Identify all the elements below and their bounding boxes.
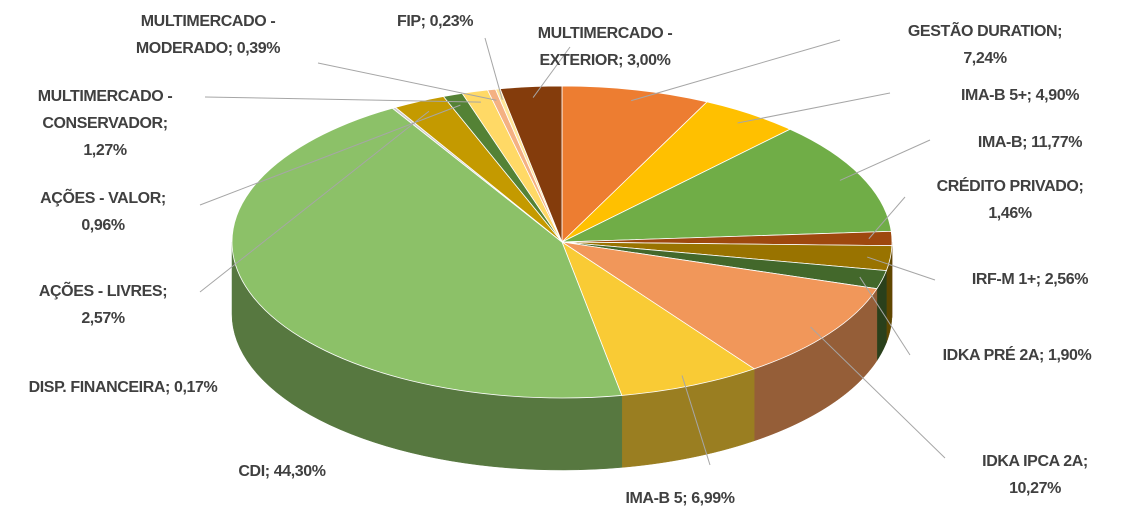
- value-label: 4,90%: [1035, 87, 1080, 104]
- value-label: 1,27%: [83, 142, 127, 159]
- category-label: MULTIMERCADO - CONSERVADOR: [37, 88, 173, 132]
- label-separator: ;: [1082, 453, 1088, 470]
- label-separator: ;: [264, 463, 270, 480]
- category-label: CDI: [238, 463, 265, 480]
- leader-line: [317, 62, 497, 101]
- leader-line: [737, 92, 891, 124]
- data-label: IMA-B; 11,77%: [930, 129, 1124, 156]
- category-label: FIP: [396, 13, 421, 30]
- value-label: 2,57%: [81, 310, 125, 327]
- data-label: AÇÕES - LIVRES; 2,57%: [16, 278, 191, 332]
- value-label: 0,96%: [81, 217, 125, 234]
- leader-line: [631, 39, 841, 102]
- label-separator: ;: [160, 190, 166, 207]
- value-label: 10,27%: [1009, 480, 1061, 497]
- value-label: 6,99%: [691, 490, 735, 507]
- label-separator: ;: [1022, 134, 1028, 151]
- value-label: 44,30%: [273, 463, 326, 480]
- leader-line: [867, 256, 936, 281]
- data-label: CRÉDITO PRIVADO; 1,46%: [925, 173, 1095, 227]
- leader-line: [484, 37, 503, 100]
- label-separator: ;: [618, 52, 624, 69]
- slice: [231, 107, 623, 399]
- leader-line: [868, 196, 906, 240]
- value-label: 3,00%: [627, 52, 671, 69]
- value-label: 0,23%: [429, 13, 474, 30]
- value-label: 0,39%: [236, 40, 281, 57]
- slice: [561, 85, 708, 243]
- label-separator: ;: [162, 283, 168, 300]
- label-separator: ;: [420, 13, 426, 30]
- category-label: IDKA IPCA 2A: [982, 453, 1083, 470]
- label-separator: ;: [682, 490, 688, 507]
- label-separator: ;: [1026, 87, 1032, 104]
- label-separator: ;: [165, 379, 170, 396]
- label-separator: ;: [1039, 347, 1044, 364]
- label-separator: ;: [227, 40, 233, 57]
- data-label: AÇÕES - VALOR; 0,96%: [18, 185, 188, 239]
- label-separator: ;: [162, 115, 168, 132]
- value-label: 11,77%: [1031, 134, 1083, 151]
- category-label: IDKA PRÉ 2A: [942, 347, 1040, 364]
- value-label: 2,56%: [1044, 271, 1089, 288]
- data-label: FIP; 0,23%: [350, 8, 520, 35]
- data-label: GESTÃO DURATION; 7,24%: [898, 18, 1073, 72]
- label-separator: ;: [1078, 178, 1084, 195]
- category-label: MULTIMERCADO - MODERADO: [135, 13, 276, 57]
- data-label: MULTIMERCADO - CONSERVADOR; 1,27%: [23, 83, 188, 164]
- data-label: MULTIMERCADO - EXTERIOR; 3,00%: [523, 20, 688, 74]
- data-label: IMA-B 5; 6,99%: [560, 485, 800, 512]
- category-label: MULTIMERCADO - EXTERIOR: [537, 25, 673, 69]
- slice: [499, 85, 563, 243]
- leader-line: [859, 276, 911, 356]
- data-label: IDKA IPCA 2A; 10,27%: [960, 448, 1110, 502]
- data-label: DISP. FINANCEIRA; 0,17%: [13, 374, 233, 401]
- category-label: IRF-M 1+: [971, 271, 1036, 288]
- data-label: IDKA PRÉ 2A; 1,90%: [897, 342, 1124, 369]
- category-label: AÇÕES - LIVRES: [38, 283, 163, 300]
- data-label: IRF-M 1+; 2,56%: [930, 266, 1124, 293]
- category-label: AÇÕES - VALOR: [40, 190, 161, 207]
- category-label: DISP. FINANCEIRA: [28, 379, 166, 396]
- value-label: 1,90%: [1047, 347, 1092, 364]
- data-label: IMA-B 5+; 4,90%: [905, 82, 1124, 109]
- leader-line: [681, 375, 711, 466]
- value-label: 1,46%: [988, 205, 1032, 222]
- category-label: GESTÃO DURATION: [907, 23, 1058, 40]
- category-label: IMA-B: [977, 134, 1023, 151]
- label-separator: ;: [1057, 23, 1063, 40]
- value-label: 7,24%: [963, 50, 1007, 67]
- category-label: IMA-B 5+: [960, 87, 1027, 104]
- leader-line: [204, 96, 481, 103]
- leader-line: [532, 46, 571, 98]
- category-label: CRÉDITO PRIVADO: [936, 178, 1079, 195]
- slice: [561, 128, 892, 243]
- value-label: 0,17%: [174, 379, 218, 396]
- leader-line: [810, 326, 946, 459]
- data-label: MULTIMERCADO - MODERADO; 0,39%: [106, 8, 311, 62]
- data-label: CDI; 44,30%: [182, 458, 382, 485]
- label-separator: ;: [1035, 271, 1041, 288]
- category-label: IMA-B 5: [625, 490, 683, 507]
- leader-line: [199, 110, 430, 293]
- leader-line: [839, 139, 931, 181]
- leader-line: [199, 104, 461, 206]
- slice: [561, 240, 756, 396]
